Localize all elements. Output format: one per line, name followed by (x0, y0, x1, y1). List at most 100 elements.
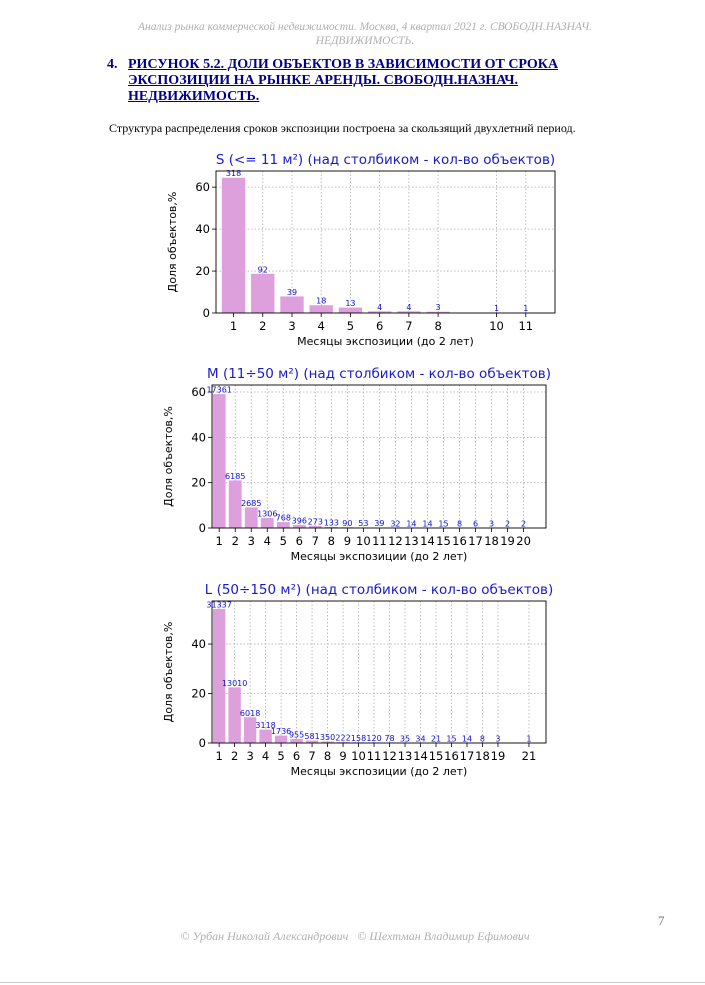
bar (259, 729, 272, 743)
count-label: 14 (406, 519, 416, 528)
count-label: 90 (342, 519, 352, 528)
x-tick-label: 17 (468, 534, 483, 548)
count-label: 78 (384, 734, 394, 743)
y-tick-label: 40 (191, 430, 206, 444)
count-label: 768 (276, 514, 291, 523)
x-tick-label: 1 (230, 319, 237, 333)
count-label: 1306 (257, 510, 277, 519)
count-label: 3 (495, 734, 500, 743)
bar (243, 717, 257, 743)
bar (274, 735, 288, 743)
bar (338, 307, 363, 313)
x-tick-label: 18 (484, 534, 499, 548)
count-label: 581 (304, 732, 319, 741)
y-tick-label: 20 (191, 687, 206, 701)
x-tick-label: 6 (293, 749, 300, 763)
count-label: 1 (526, 735, 531, 744)
count-label: 6 (473, 519, 478, 528)
x-tick-label: 3 (248, 534, 255, 548)
count-label: 1 (494, 304, 499, 313)
section-heading: 4. РИСУНОК 5.2. ДОЛИ ОБЪЕКТОВ В ЗАВИСИМО… (107, 57, 587, 105)
count-label: 2685 (241, 499, 261, 508)
bar (309, 305, 333, 313)
x-axis-label: Месяцы экспозиции (до 2 лет) (291, 765, 468, 778)
count-label: 3 (436, 303, 441, 312)
x-tick-label: 4 (318, 319, 325, 333)
count-label: 14 (422, 519, 432, 528)
x-tick-label: 6 (376, 319, 383, 333)
x-tick-label: 20 (516, 534, 531, 548)
bar (324, 526, 338, 528)
x-tick-label: 8 (328, 534, 335, 548)
x-axis-label: Месяцы экспозиции (до 2 лет) (291, 550, 468, 563)
bar (321, 741, 334, 743)
x-tick-label: 3 (288, 319, 295, 333)
x-tick-label: 18 (475, 749, 490, 763)
count-label: 8 (457, 519, 462, 528)
x-tick-label: 1 (216, 534, 223, 548)
bar (367, 311, 392, 313)
charts: S (<= 11 м²) (над столбиком - кол-во объ… (162, 152, 556, 778)
count-label: 8 (480, 734, 485, 743)
intro-text: Структура распределения сроков экспозици… (109, 121, 576, 135)
count-label: 92 (258, 265, 268, 274)
x-tick-label: 13 (404, 534, 419, 548)
bar (228, 687, 241, 743)
count-label: 1736 (271, 727, 291, 736)
x-tick-label: 7 (312, 534, 319, 548)
y-tick-label: 60 (195, 180, 210, 194)
count-label: 32 (390, 519, 400, 528)
x-axis-label: Месяцы экспозиции (до 2 лет) (297, 335, 474, 348)
count-label: 15 (446, 734, 456, 743)
x-tick-label: 15 (429, 749, 444, 763)
count-label: 158 (351, 734, 366, 743)
x-tick-label: 19 (500, 534, 515, 548)
x-tick-label: 11 (367, 749, 382, 763)
page-edge (0, 982, 705, 983)
bar (336, 742, 350, 743)
bar (426, 311, 450, 313)
count-label: 34 (415, 734, 425, 743)
count-label: 4 (406, 303, 411, 312)
x-tick-label: 14 (420, 534, 435, 548)
count-label: 6185 (225, 472, 245, 481)
plot-frame (211, 600, 547, 744)
bar (212, 394, 226, 528)
footer: © Урбан Николай Александрович © Шехтман … (180, 929, 530, 943)
x-tick-label: 21 (522, 749, 537, 763)
y-axis-label: Доля объектов,% (162, 622, 175, 723)
plot-frame (215, 170, 556, 314)
count-label: 15 (438, 519, 448, 528)
count-label: 53 (358, 519, 368, 528)
y-tick-label: 60 (191, 385, 206, 399)
y-tick-label: 20 (195, 264, 210, 278)
x-tick-label: 2 (231, 749, 238, 763)
x-tick-label: 13 (398, 749, 413, 763)
x-tick-label: 6 (296, 534, 303, 548)
count-label: 273 (308, 517, 323, 526)
x-tick-label: 12 (388, 534, 403, 548)
bar (397, 311, 421, 313)
plot-frame (211, 384, 547, 529)
count-label: 21 (431, 734, 441, 743)
bar (292, 524, 306, 528)
count-label: 13 (345, 299, 355, 308)
x-tick-label: 12 (382, 749, 397, 763)
x-tick-label: 8 (434, 319, 441, 333)
x-tick-label: 16 (452, 534, 467, 548)
x-tick-label: 17 (460, 749, 475, 763)
count-label: 13010 (222, 679, 247, 688)
bar (260, 518, 274, 528)
running-header: Анализ рынка коммерческой недвижимости. … (138, 21, 592, 47)
page-number: 7 (658, 913, 665, 928)
bar (308, 525, 322, 528)
count-label: 120 (366, 734, 381, 743)
x-tick-label: 15 (436, 534, 451, 548)
x-tick-label: 5 (347, 319, 354, 333)
x-tick-label: 7 (308, 749, 315, 763)
bar (228, 480, 242, 528)
y-tick-label: 0 (203, 306, 210, 320)
x-tick-label: 5 (277, 749, 284, 763)
count-label: 955 (289, 730, 304, 739)
